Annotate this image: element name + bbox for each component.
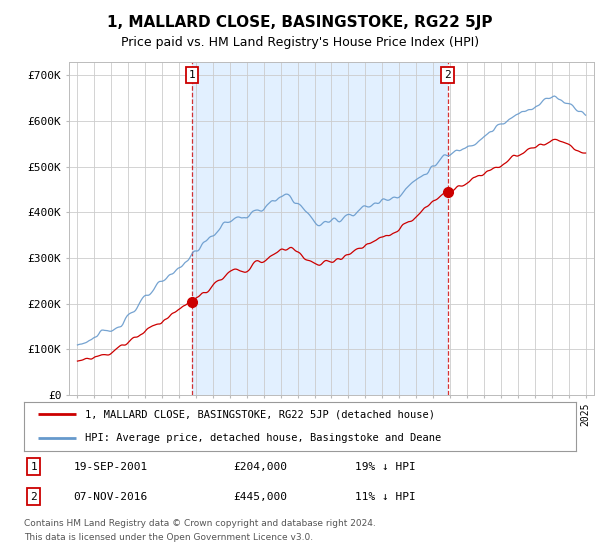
Text: Price paid vs. HM Land Registry's House Price Index (HPI): Price paid vs. HM Land Registry's House … (121, 36, 479, 49)
Text: Contains HM Land Registry data © Crown copyright and database right 2024.: Contains HM Land Registry data © Crown c… (24, 519, 376, 528)
Text: 11% ↓ HPI: 11% ↓ HPI (355, 492, 416, 502)
Text: £204,000: £204,000 (234, 461, 288, 472)
Text: 1, MALLARD CLOSE, BASINGSTOKE, RG22 5JP: 1, MALLARD CLOSE, BASINGSTOKE, RG22 5JP (107, 15, 493, 30)
Text: 1, MALLARD CLOSE, BASINGSTOKE, RG22 5JP (detached house): 1, MALLARD CLOSE, BASINGSTOKE, RG22 5JP … (85, 409, 435, 419)
Text: 07-NOV-2016: 07-NOV-2016 (74, 492, 148, 502)
Text: This data is licensed under the Open Government Licence v3.0.: This data is licensed under the Open Gov… (24, 533, 313, 542)
Text: 19-SEP-2001: 19-SEP-2001 (74, 461, 148, 472)
Text: 2: 2 (31, 492, 37, 502)
Text: 1: 1 (188, 70, 195, 80)
Bar (192, 62, 448, 395)
Text: 2: 2 (444, 70, 451, 80)
Text: £445,000: £445,000 (234, 492, 288, 502)
Text: HPI: Average price, detached house, Basingstoke and Deane: HPI: Average price, detached house, Basi… (85, 433, 441, 443)
Text: 1: 1 (31, 461, 37, 472)
Text: 19% ↓ HPI: 19% ↓ HPI (355, 461, 416, 472)
